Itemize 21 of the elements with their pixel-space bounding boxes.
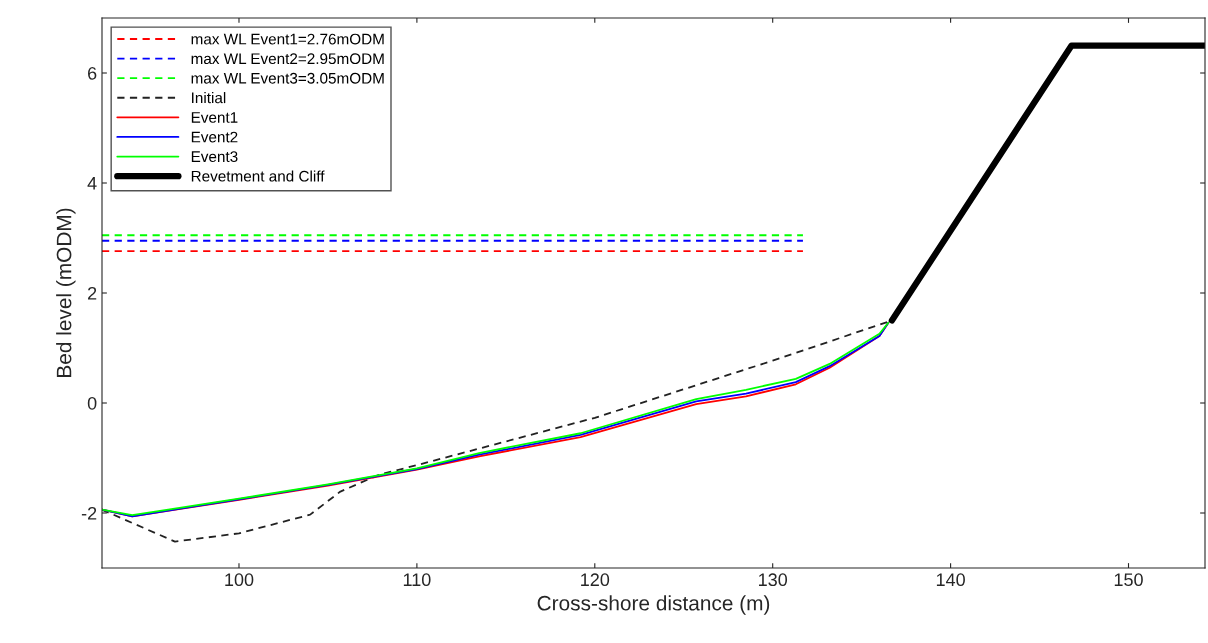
legend-label: max WL Event2=2.95mODM [191,53,384,65]
x-tick-label: 130 [759,573,788,587]
y-tick-label: 6 [88,66,97,80]
x-tick-label: 110 [403,573,431,587]
y-tick-label: 2 [88,286,97,300]
x-tick-label: 150 [1114,573,1143,587]
legend-label: max WL Event1=2.76mODM [191,33,384,45]
y-tick-label: -2 [81,506,97,520]
x-tick-label: 100 [225,573,254,587]
legend-label: Revetment and Cliff [191,170,325,182]
legend-label: Event3 [191,151,238,163]
legend-label: Initial [192,92,226,104]
legend-label: Event2 [191,131,238,143]
x-axis-title: Cross-shore distance (m) [537,595,770,615]
x-tick-label: 120 [581,573,610,587]
y-tick-label: 0 [87,396,97,410]
x-tick-label: 140 [936,573,965,587]
y-tick-label: 4 [87,177,97,190]
legend-label: Event1 [191,112,238,123]
legend-label: max WL Event3=3.05mODM [191,72,384,84]
y-axis-title: Bed level (mODM) [56,208,76,377]
